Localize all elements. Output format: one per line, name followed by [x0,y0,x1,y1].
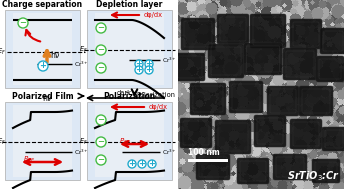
Bar [178,0,344,189]
Circle shape [96,137,106,147]
FancyBboxPatch shape [181,18,215,50]
Text: +: + [146,60,152,68]
Text: +: + [149,160,155,169]
Circle shape [96,155,106,165]
Circle shape [38,61,48,71]
FancyBboxPatch shape [316,56,344,82]
FancyBboxPatch shape [290,119,322,149]
Circle shape [145,66,153,74]
Text: +: + [136,66,142,74]
Text: hν: hν [42,94,52,103]
Circle shape [145,60,153,68]
Text: −: − [97,46,105,54]
Text: $E_F$: $E_F$ [0,137,6,147]
Circle shape [138,160,146,168]
Circle shape [148,160,156,168]
Text: Depletion layer: Depletion layer [96,0,163,9]
Text: $P_{FE}$: $P_{FE}$ [119,137,131,147]
Text: −: − [97,64,105,73]
Text: $E_F$: $E_F$ [79,45,88,55]
Text: Charge separation: Charge separation [2,0,83,9]
Text: −: − [97,156,105,164]
Text: 100 nm: 100 nm [188,148,220,157]
Text: dφ/dx: dφ/dx [149,104,168,110]
Text: Cr$^{3+}$: Cr$^{3+}$ [162,55,177,65]
Text: −: − [97,115,105,125]
Text: −: − [97,138,105,146]
Text: Cr$^{3+}$: Cr$^{3+}$ [74,59,89,69]
Text: +: + [129,160,136,169]
FancyBboxPatch shape [237,158,269,184]
Text: +: + [139,160,146,169]
FancyBboxPatch shape [244,43,282,75]
Text: +: + [136,60,142,68]
Text: +: + [40,61,46,70]
Text: Polarization: Polarization [104,92,155,101]
Text: $E_F$: $E_F$ [0,47,6,57]
Text: Polarized Film: Polarized Film [12,92,73,101]
FancyBboxPatch shape [312,159,340,183]
FancyBboxPatch shape [299,86,333,116]
FancyBboxPatch shape [250,14,286,48]
Text: SrTiO$_3$:Cr: SrTiO$_3$:Cr [287,169,340,183]
Bar [5,102,80,180]
Bar [95,105,164,177]
Text: $E_F$: $E_F$ [79,137,88,147]
FancyBboxPatch shape [175,53,205,81]
Text: +: + [146,66,152,74]
FancyBboxPatch shape [273,154,307,180]
Circle shape [135,66,143,74]
Bar [95,13,164,85]
FancyBboxPatch shape [229,81,263,113]
FancyBboxPatch shape [267,86,299,116]
Bar [87,10,172,88]
FancyBboxPatch shape [215,120,251,154]
Bar [188,159,228,162]
FancyBboxPatch shape [320,28,344,54]
FancyBboxPatch shape [290,19,322,49]
Bar [5,10,80,88]
Circle shape [18,18,28,28]
FancyBboxPatch shape [208,44,244,78]
Text: Cr$^{3+}$: Cr$^{3+}$ [162,147,177,157]
FancyBboxPatch shape [190,83,226,115]
Text: $P_{FE}$: $P_{FE}$ [23,155,35,165]
Bar [87,102,172,180]
FancyBboxPatch shape [254,115,286,147]
FancyBboxPatch shape [322,127,344,151]
Circle shape [96,115,106,125]
FancyBboxPatch shape [217,14,249,44]
Bar [13,105,72,177]
Circle shape [135,60,143,68]
Text: Polarization: Polarization [137,92,175,98]
Circle shape [128,160,136,168]
FancyBboxPatch shape [196,154,230,180]
FancyBboxPatch shape [283,48,317,80]
Text: dark: dark [117,90,131,96]
Circle shape [96,23,106,33]
FancyBboxPatch shape [180,118,212,148]
Text: Cr$^{3+}$: Cr$^{3+}$ [74,147,89,157]
Text: −: − [97,23,105,33]
Text: −: − [20,19,26,28]
Bar [13,13,72,85]
Text: dφ/dx: dφ/dx [144,12,163,18]
Circle shape [96,45,106,55]
Circle shape [96,63,106,73]
Text: hν: hν [50,50,59,60]
